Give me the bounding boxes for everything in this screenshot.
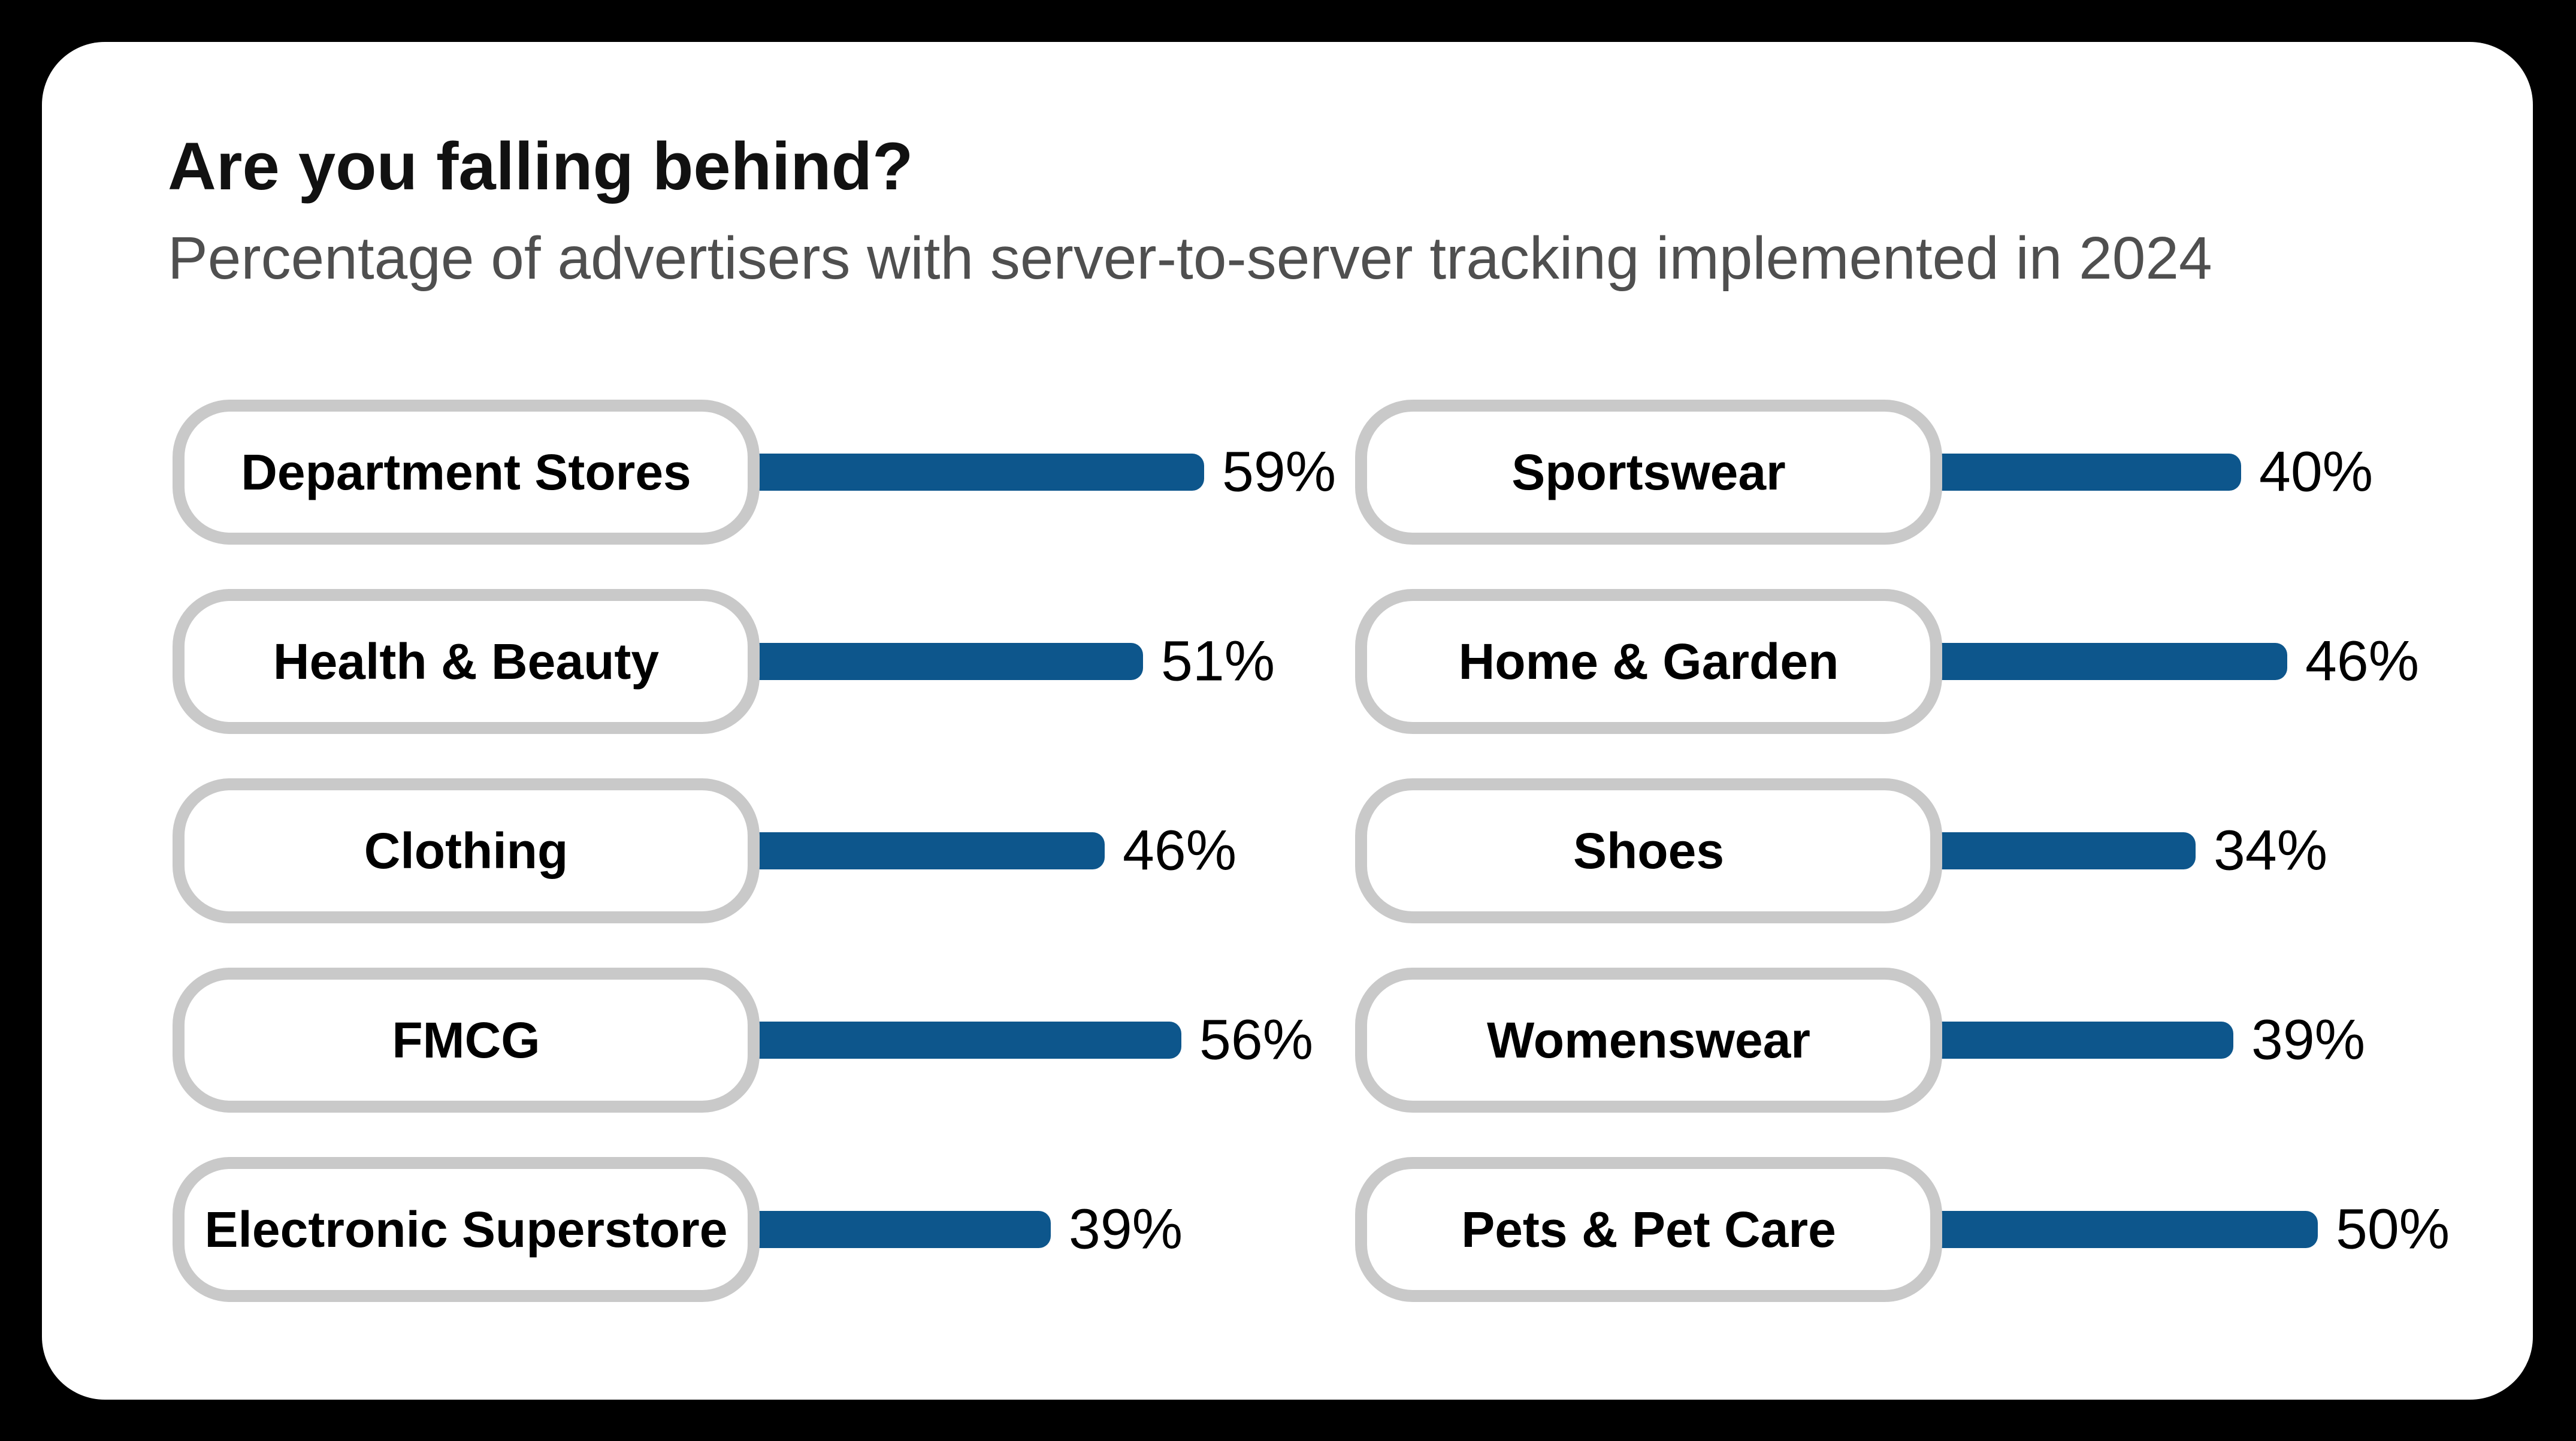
category-label: Home & Garden <box>1458 633 1839 690</box>
value-bar <box>1935 454 2241 491</box>
category-label: Department Stores <box>241 443 691 500</box>
category-row: Clothing 46% <box>173 778 1356 923</box>
category-label: Pets & Pet Care <box>1461 1201 1836 1258</box>
category-pill: Womenswear <box>1355 968 1942 1113</box>
chart-title: Are you falling behind? <box>168 129 914 204</box>
category-pill: Department Stores <box>173 400 760 545</box>
value-label: 46% <box>1123 818 1237 883</box>
value-label: 39% <box>1069 1197 1183 1261</box>
category-row: Pets & Pet Care 50% <box>1355 1157 2538 1302</box>
chart-column-right: Sportswear 40% Home & Garden 46% Shoes 34% Wom… <box>1355 400 2538 1346</box>
category-label: Shoes <box>1573 822 1725 879</box>
category-label: Health & Beauty <box>273 633 660 690</box>
value-bar <box>752 643 1143 680</box>
category-row: Home & Garden 46% <box>1355 589 2538 734</box>
value-label: 46% <box>2305 629 2420 693</box>
chart-subtitle: Percentage of advertisers with server-to… <box>168 225 2212 292</box>
value-bar <box>752 832 1105 869</box>
category-pill: Shoes <box>1355 778 1942 923</box>
value-bar <box>752 1211 1051 1248</box>
category-label: FMCG <box>392 1011 540 1068</box>
category-pill: Health & Beauty <box>173 589 760 734</box>
category-label: Sportswear <box>1511 443 1786 500</box>
category-row: Electronic Superstore 39% <box>173 1157 1356 1302</box>
chart-card: Are you falling behind? Percentage of ad… <box>42 42 2533 1400</box>
value-bar <box>752 454 1204 491</box>
category-pill: Clothing <box>173 778 760 923</box>
category-pill: Home & Garden <box>1355 589 1942 734</box>
value-bar <box>1935 832 2196 869</box>
value-bar <box>1935 1211 2318 1248</box>
category-row: Health & Beauty 51% <box>173 589 1356 734</box>
category-pill: Pets & Pet Care <box>1355 1157 1942 1302</box>
category-label: Clothing <box>364 822 569 879</box>
category-row: Department Stores 59% <box>173 400 1356 545</box>
category-label: Womenswear <box>1487 1011 1810 1068</box>
value-bar <box>1935 1022 2233 1059</box>
category-row: Womenswear 39% <box>1355 968 2538 1113</box>
category-row: Shoes 34% <box>1355 778 2538 923</box>
category-pill: Sportswear <box>1355 400 1942 545</box>
category-row: FMCG 56% <box>173 968 1356 1113</box>
value-label: 51% <box>1161 629 1275 693</box>
value-bar <box>1935 643 2287 680</box>
value-bar <box>752 1022 1181 1059</box>
value-label: 56% <box>1199 1008 1314 1072</box>
value-label: 34% <box>2214 818 2328 883</box>
category-pill: Electronic Superstore <box>173 1157 760 1302</box>
value-label: 40% <box>2259 440 2374 504</box>
value-label: 39% <box>2251 1008 2366 1072</box>
chart-column-left: Department Stores 59% Health & Beauty 51% Cl… <box>173 400 1356 1346</box>
category-pill: FMCG <box>173 968 760 1113</box>
category-row: Sportswear 40% <box>1355 400 2538 545</box>
category-label: Electronic Superstore <box>204 1201 728 1258</box>
value-label: 59% <box>1222 440 1337 504</box>
value-label: 50% <box>2336 1197 2450 1261</box>
